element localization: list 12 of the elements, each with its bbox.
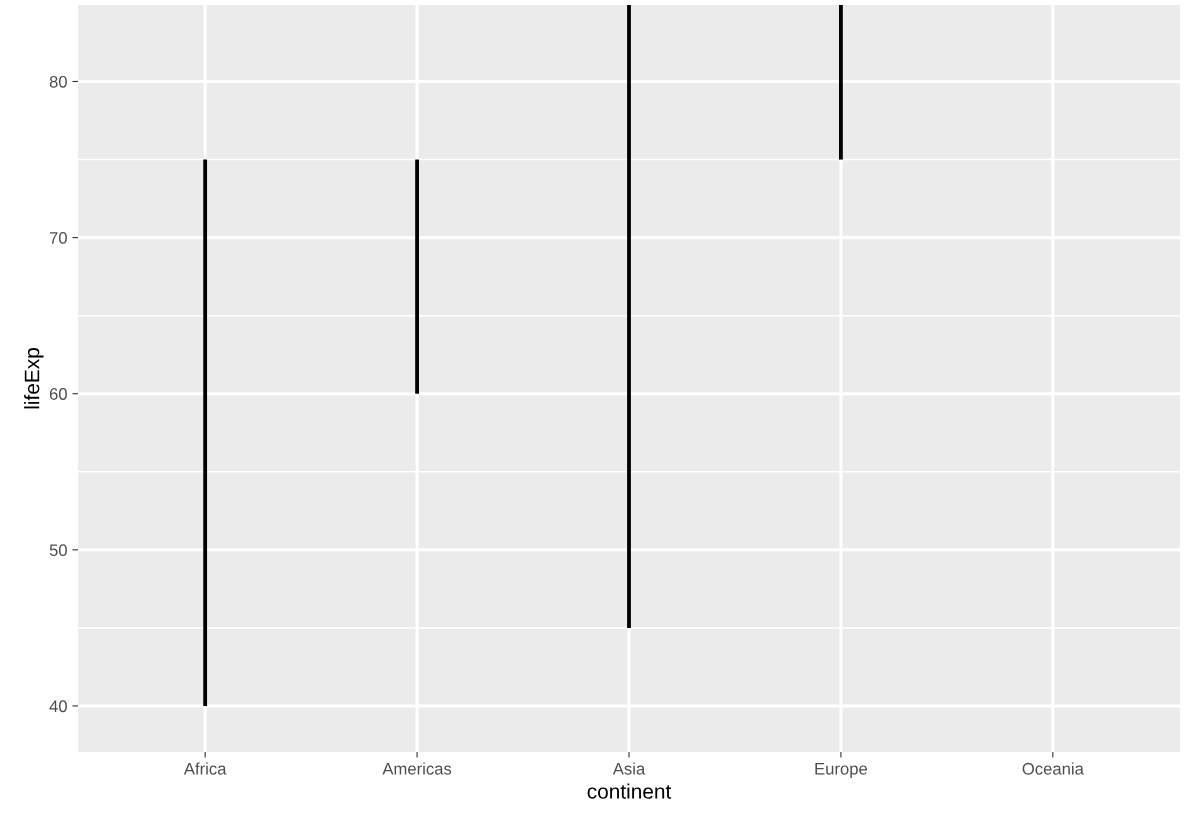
y-tick-label: 40 <box>49 700 67 713</box>
y-tick-label: 60 <box>49 388 67 400</box>
x-tick-label: Americas <box>382 762 452 775</box>
y-axis-title: lifeExp <box>24 348 44 409</box>
y-tick-label: 50 <box>49 544 67 557</box>
y-tick-label: 80 <box>49 75 67 88</box>
x-tick-label: Africa <box>183 762 227 775</box>
x-tick-label: Europe <box>815 763 868 778</box>
y-tick-label: 70 <box>49 232 67 244</box>
x-axis-title: continent <box>587 783 672 799</box>
x-tick-label: Asia <box>612 762 646 775</box>
x-tick-label: Oceania <box>1022 762 1084 775</box>
